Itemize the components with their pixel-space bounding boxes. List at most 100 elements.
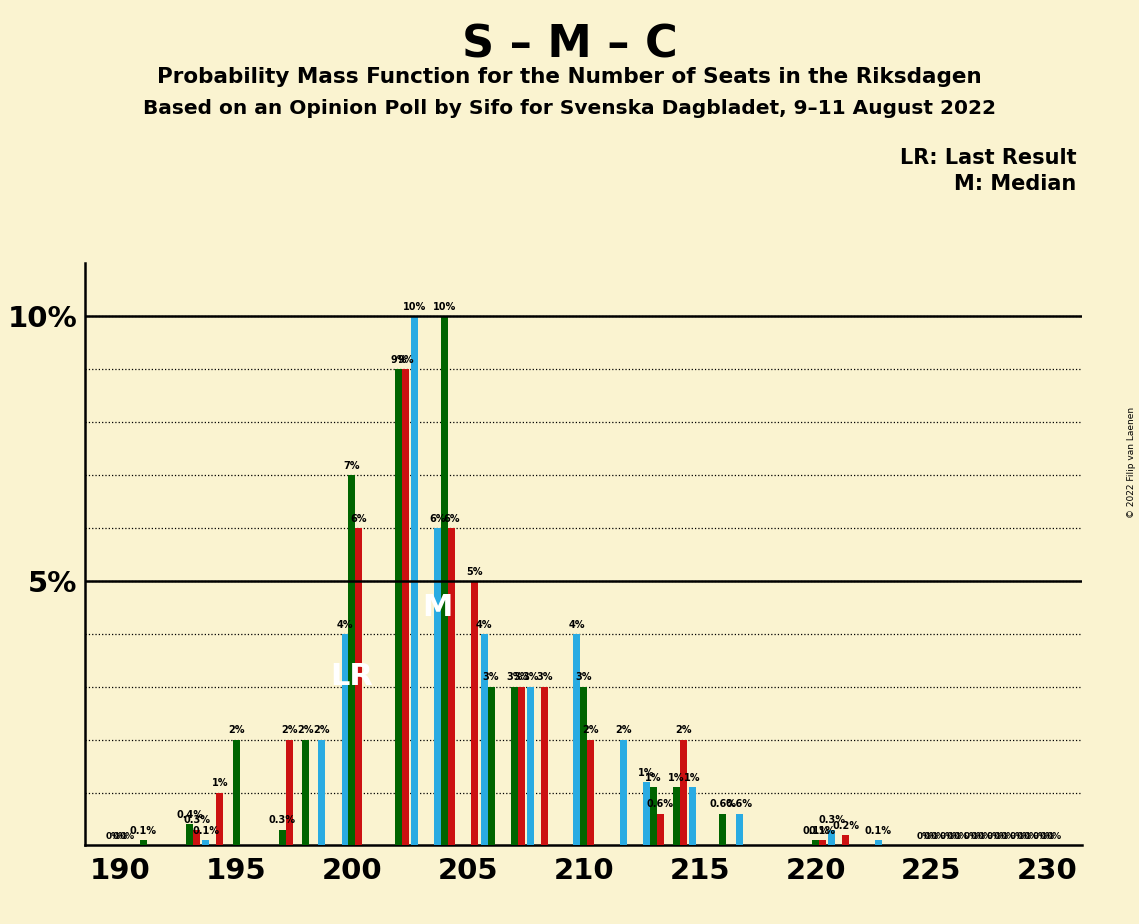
Text: 0%: 0% bbox=[964, 833, 978, 841]
Bar bbox=[541, 687, 548, 845]
Text: 6%: 6% bbox=[443, 514, 460, 524]
Text: 4%: 4% bbox=[568, 620, 585, 629]
Text: 0.3%: 0.3% bbox=[269, 815, 296, 825]
Text: LR: LR bbox=[330, 662, 374, 690]
Bar bbox=[819, 840, 826, 845]
Text: M: M bbox=[423, 593, 453, 622]
Bar bbox=[216, 793, 223, 845]
Text: LR: Last Result: LR: Last Result bbox=[900, 148, 1076, 168]
Text: 2%: 2% bbox=[675, 725, 691, 736]
Text: 0%: 0% bbox=[1040, 833, 1055, 841]
Text: 0%: 0% bbox=[1033, 833, 1048, 841]
Bar bbox=[657, 814, 664, 845]
Text: 0.2%: 0.2% bbox=[833, 821, 859, 831]
Text: 3%: 3% bbox=[513, 673, 530, 683]
Text: 0.1%: 0.1% bbox=[802, 826, 829, 836]
Text: 0%: 0% bbox=[120, 833, 134, 841]
Text: 0%: 0% bbox=[1024, 833, 1039, 841]
Bar bbox=[194, 830, 200, 845]
Bar bbox=[720, 814, 727, 845]
Text: 2%: 2% bbox=[281, 725, 297, 736]
Bar bbox=[441, 316, 448, 845]
Text: Based on an Opinion Poll by Sifo for Svenska Dagbladet, 9–11 August 2022: Based on an Opinion Poll by Sifo for Sve… bbox=[144, 99, 995, 118]
Bar bbox=[736, 814, 743, 845]
Text: 2%: 2% bbox=[313, 725, 330, 736]
Bar bbox=[286, 739, 293, 845]
Text: 0.1%: 0.1% bbox=[130, 826, 157, 836]
Text: 2%: 2% bbox=[615, 725, 631, 736]
Bar bbox=[203, 840, 210, 845]
Text: 0%: 0% bbox=[970, 833, 985, 841]
Text: 1%: 1% bbox=[212, 778, 228, 788]
Text: 6%: 6% bbox=[429, 514, 446, 524]
Bar bbox=[828, 830, 835, 845]
Bar bbox=[580, 687, 588, 845]
Text: 2%: 2% bbox=[297, 725, 314, 736]
Bar bbox=[448, 528, 456, 845]
Text: 1%: 1% bbox=[645, 773, 662, 783]
Text: 0%: 0% bbox=[917, 833, 932, 841]
Text: 0%: 0% bbox=[106, 833, 121, 841]
Text: 0%: 0% bbox=[1000, 833, 1016, 841]
Bar bbox=[481, 634, 487, 845]
Text: 10%: 10% bbox=[433, 302, 457, 312]
Bar bbox=[620, 739, 626, 845]
Text: 4%: 4% bbox=[337, 620, 353, 629]
Text: 3%: 3% bbox=[522, 673, 539, 683]
Bar bbox=[875, 840, 882, 845]
Text: 3%: 3% bbox=[483, 673, 499, 683]
Bar bbox=[342, 634, 349, 845]
Bar bbox=[472, 581, 478, 845]
Bar bbox=[518, 687, 525, 845]
Text: 0%: 0% bbox=[977, 833, 992, 841]
Bar bbox=[395, 370, 402, 845]
Bar bbox=[411, 316, 418, 845]
Bar bbox=[140, 840, 147, 845]
Bar bbox=[649, 787, 657, 845]
Bar bbox=[279, 830, 286, 845]
Text: 5%: 5% bbox=[467, 566, 483, 577]
Bar bbox=[487, 687, 494, 845]
Bar bbox=[842, 835, 849, 845]
Text: 0%: 0% bbox=[924, 833, 939, 841]
Text: 4%: 4% bbox=[476, 620, 492, 629]
Bar bbox=[402, 370, 409, 845]
Text: S – M – C: S – M – C bbox=[461, 23, 678, 67]
Text: 1%: 1% bbox=[669, 773, 685, 783]
Text: 0%: 0% bbox=[993, 833, 1008, 841]
Text: 0%: 0% bbox=[986, 833, 1001, 841]
Text: 3%: 3% bbox=[506, 673, 523, 683]
Text: 0.1%: 0.1% bbox=[809, 826, 836, 836]
Text: © 2022 Filip van Laenen: © 2022 Filip van Laenen bbox=[1126, 407, 1136, 517]
Text: 2%: 2% bbox=[228, 725, 245, 736]
Text: 1%: 1% bbox=[685, 773, 700, 783]
Bar bbox=[588, 739, 595, 845]
Text: 0%: 0% bbox=[1016, 833, 1032, 841]
Bar bbox=[527, 687, 534, 845]
Text: 0.4%: 0.4% bbox=[177, 810, 203, 821]
Text: 2%: 2% bbox=[582, 725, 599, 736]
Bar bbox=[573, 634, 580, 845]
Bar bbox=[510, 687, 518, 845]
Bar bbox=[812, 840, 819, 845]
Bar bbox=[689, 787, 696, 845]
Text: 9%: 9% bbox=[390, 355, 407, 365]
Text: M: Median: M: Median bbox=[954, 174, 1076, 194]
Text: 0%: 0% bbox=[940, 833, 956, 841]
Text: 9%: 9% bbox=[398, 355, 413, 365]
Bar bbox=[319, 739, 326, 845]
Text: 0%: 0% bbox=[947, 833, 962, 841]
Text: 0%: 0% bbox=[1009, 833, 1025, 841]
Text: 0.1%: 0.1% bbox=[192, 826, 220, 836]
Text: Probability Mass Function for the Number of Seats in the Riksdagen: Probability Mass Function for the Number… bbox=[157, 67, 982, 87]
Bar bbox=[673, 787, 680, 845]
Text: 0%: 0% bbox=[1047, 833, 1062, 841]
Bar bbox=[355, 528, 362, 845]
Text: 10%: 10% bbox=[403, 302, 426, 312]
Text: 0%: 0% bbox=[113, 833, 128, 841]
Text: 0.6%: 0.6% bbox=[710, 799, 736, 809]
Text: 7%: 7% bbox=[344, 461, 360, 471]
Bar bbox=[187, 824, 194, 845]
Bar bbox=[642, 782, 649, 845]
Bar bbox=[434, 528, 441, 845]
